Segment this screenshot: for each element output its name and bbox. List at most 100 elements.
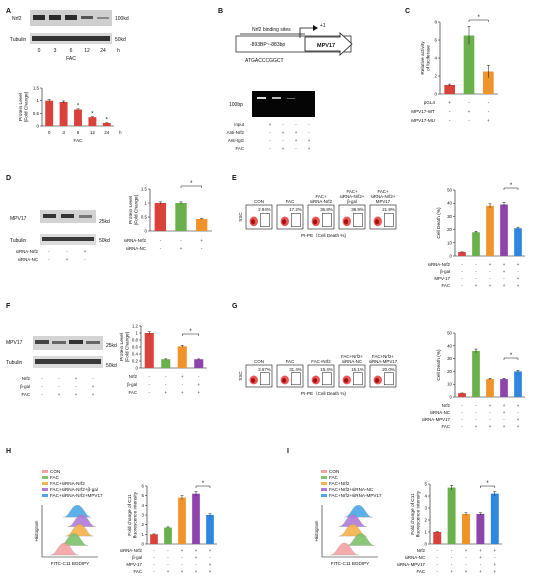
y-tick-label: 6 <box>435 38 438 43</box>
panel-letter-e: E <box>232 175 237 182</box>
bar <box>463 35 475 94</box>
condition-label: MPV-17 <box>126 562 142 567</box>
y-tick-label: 2 <box>425 518 428 523</box>
bar <box>500 204 508 256</box>
band <box>69 340 83 344</box>
blot-a-protein-label: Nrf2 <box>12 16 22 22</box>
y-tick-label: 50 <box>447 331 452 336</box>
condition-mark: + <box>494 548 497 553</box>
chart-g: 0 10 20 30 40 50 Cell Death (%) * <box>436 331 525 400</box>
flow-plot-title: siRNA-MPV17 <box>369 359 398 364</box>
y-axis-label: (Fold Change) <box>125 331 131 362</box>
flow-percent: 31.4% <box>289 367 302 372</box>
band <box>43 214 56 218</box>
condition-mark: - <box>489 417 491 422</box>
condition-label: Nrf2 <box>129 374 138 379</box>
significance-mark: * <box>106 117 109 123</box>
flow-cell-core <box>343 377 349 383</box>
y-axis-label: Protein Level <box>128 196 134 224</box>
condition-mark: + <box>517 283 520 288</box>
condition-mark: - <box>180 238 182 243</box>
legend-swatch <box>42 494 48 497</box>
binding-title: Nrf2 binding sites <box>252 27 291 33</box>
legend-label: CON <box>50 469 60 474</box>
condition-mark: + <box>448 100 451 105</box>
condition-mark: - <box>181 562 183 567</box>
flow-x-axis: PI-PE（Cell Death %) <box>301 391 346 396</box>
y-tick-label: 0.8 <box>132 338 139 343</box>
condition-mark: + <box>494 569 497 574</box>
band <box>97 17 109 19</box>
condition-mark: - <box>461 417 463 422</box>
legend-swatch <box>42 482 48 485</box>
condition-label: siRNA-MPV17 <box>397 562 426 567</box>
condition-mark: + <box>282 130 285 135</box>
flow-plot-frame <box>307 204 335 230</box>
condition-mark: - <box>160 246 162 251</box>
condition-mark: + <box>75 392 78 397</box>
legend-swatch <box>42 470 48 473</box>
significance-label: * <box>202 481 205 487</box>
condition-label: siRNA-Nrf2 <box>16 249 39 254</box>
legend-swatch <box>321 482 327 485</box>
bar <box>150 534 158 544</box>
bar <box>486 205 494 256</box>
panel-letter-i: I <box>287 448 289 455</box>
x-tick-label: 0 <box>48 130 51 135</box>
condition-mark: + <box>517 276 520 281</box>
condition-mark: - <box>488 109 490 114</box>
condition-mark: - <box>182 382 184 387</box>
condition-mark: - <box>489 410 491 415</box>
flow-plot-title: FAC+Nrf2 <box>311 359 331 364</box>
bar <box>514 228 522 256</box>
condition-label: siRNA-Nrf2 <box>120 548 143 553</box>
y-tick-label: 2 <box>142 522 145 527</box>
condition-mark: + <box>269 122 272 127</box>
condition-mark: + <box>295 138 298 143</box>
condition-mark: + <box>92 384 95 389</box>
condition-label: Nrf2 <box>442 403 451 408</box>
condition-mark: - <box>167 555 169 560</box>
condition-label: FAC <box>21 392 30 397</box>
condition-mark: - <box>461 276 463 281</box>
flow-gate <box>353 213 363 227</box>
condition-mark: + <box>164 390 167 395</box>
y-tick-label: 1 <box>142 532 145 537</box>
flow-plot-title: siRNA-Nrf2+ <box>340 194 365 199</box>
histogram-curve <box>50 542 79 556</box>
x-tick-label: 6 <box>77 130 80 135</box>
significance-label: * <box>510 353 513 359</box>
chart-condition-table-e: siRNA-Nrf2 - - + + + β-gal - - - + - MPV-17 - - - - + FAC -… <box>428 262 520 288</box>
flow-plot-frame <box>338 204 366 230</box>
histogram-curve <box>59 533 88 546</box>
condition-mark: - <box>468 100 470 105</box>
condition-mark: - <box>269 146 271 151</box>
band <box>52 341 66 344</box>
legend-label: FAC+Nrf2+siRNA-MPV17 <box>329 493 382 498</box>
flow-gate <box>384 372 394 386</box>
bar <box>74 109 82 126</box>
condition-mark: - <box>461 262 463 267</box>
flow-plot-title: FAC+ <box>346 189 358 194</box>
condition-mark: - <box>475 403 477 408</box>
y-tick-label: 6 <box>142 484 145 489</box>
condition-label: FAC <box>441 424 450 429</box>
bar <box>433 532 442 544</box>
condition-mark: + <box>450 569 453 574</box>
condition-mark: - <box>153 555 155 560</box>
condition-mark: - <box>451 548 453 553</box>
bar <box>175 203 187 231</box>
y-tick-label: 1.5 <box>141 187 148 192</box>
bar <box>192 493 200 544</box>
flow-plot-frame <box>369 204 397 230</box>
y-axis-label: fluorescence intensity <box>416 490 422 537</box>
flow-gate <box>322 372 332 386</box>
condition-mark: - <box>475 276 477 281</box>
condition-mark: - <box>165 374 167 379</box>
bar <box>476 514 485 544</box>
condition-mark: - <box>41 392 43 397</box>
y-tick-label: 0.2 <box>132 359 139 364</box>
condition-table-d: siRNA-Nrf2 - - + siRNA-NC - + - <box>16 249 87 262</box>
legend-swatch <box>321 476 327 479</box>
histogram-stack-h: Histogram FITC-C11 BODIPY <box>34 505 98 566</box>
